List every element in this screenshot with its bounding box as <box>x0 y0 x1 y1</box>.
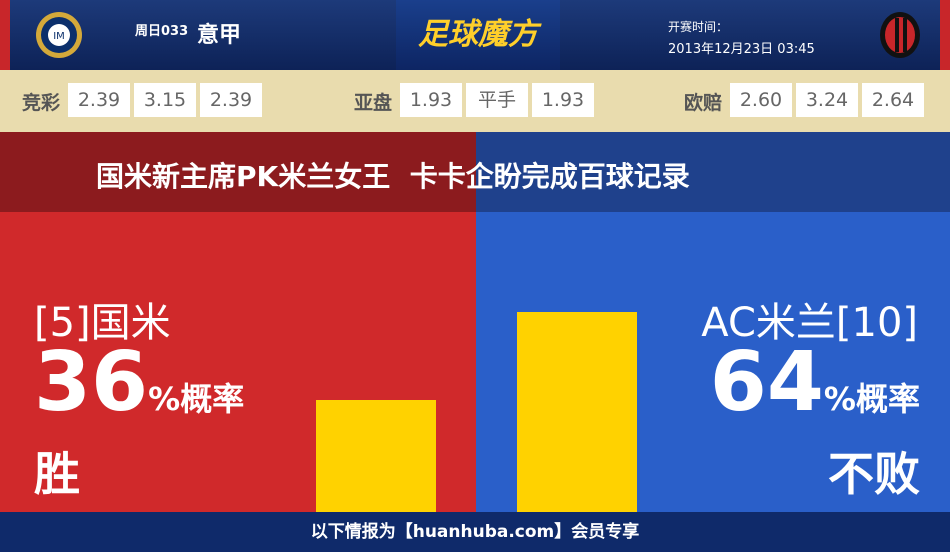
header: IM 周日033 意甲 足球魔方 开赛时间： 2013年12月23日 03:45 <box>0 0 950 70</box>
away-logo <box>880 12 920 58</box>
odds-value: 1.93 <box>532 83 594 117</box>
away-percent: 64 <box>709 335 824 430</box>
away-unit: %概率 <box>823 380 920 418</box>
site-logo: 足球魔方 <box>396 0 560 70</box>
home-unit: %概率 <box>148 380 245 418</box>
odds-value: 1.93 <box>400 83 462 117</box>
odds-label: 竞彩 <box>22 92 61 114</box>
odds-value: 2.39 <box>68 83 130 117</box>
odds-value: 平手 <box>466 83 528 117</box>
home-outcome: 胜 <box>34 447 80 501</box>
headline-bg-left <box>0 132 476 212</box>
away-outcome: 不败 <box>828 447 920 501</box>
odds-value: 3.15 <box>134 83 196 117</box>
odds-value: 2.39 <box>200 83 262 117</box>
odds-label: 亚盘 <box>354 92 393 114</box>
match-no: 周日033 <box>135 24 189 39</box>
headline-bg-right <box>476 132 950 212</box>
match-time: 2013年12月23日 03:45 <box>668 42 815 57</box>
away-bar <box>517 312 637 512</box>
odds-value: 2.60 <box>730 83 792 117</box>
home-percent: 36 <box>34 335 149 430</box>
home-name: [5]国米 <box>34 300 171 346</box>
away-prob: 64%概率 <box>710 335 920 430</box>
odds-value: 2.64 <box>862 83 924 117</box>
headline: 国米新主席PK米兰女王 卡卡企盼完成百球记录 <box>96 160 690 193</box>
odds-label: 欧赔 <box>684 92 723 114</box>
home-bar <box>316 399 436 512</box>
odds-value: 3.24 <box>796 83 858 117</box>
time-label: 开赛时间： <box>668 20 729 34</box>
league: 意甲 <box>197 23 242 48</box>
footer: 以下情报为【huanhuba.com】会员专享 <box>0 512 950 552</box>
away-name: AC米兰[10] <box>701 300 918 346</box>
home-prob: 36%概率 <box>34 335 244 430</box>
home-logo: IM <box>36 12 82 58</box>
svg-text:IM: IM <box>53 31 65 42</box>
